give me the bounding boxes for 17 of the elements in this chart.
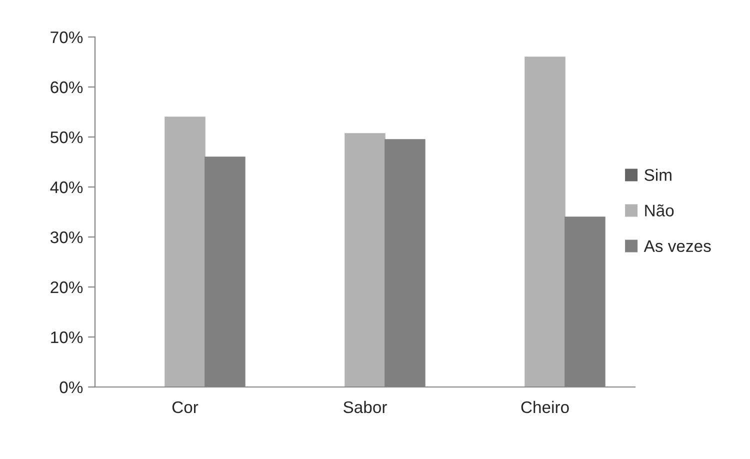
x-tick-label: Cheiro (521, 400, 569, 414)
x-tick-label: Sabor (344, 400, 387, 414)
bar (524, 56, 566, 387)
x-tick-label: Cor (172, 401, 198, 414)
bar (344, 133, 386, 387)
y-tick-label: 50% (50, 131, 83, 144)
y-tick-label: 60% (50, 81, 83, 94)
y-tick-label: 0% (60, 381, 83, 394)
y-tick-label: 30% (50, 231, 83, 244)
legend-label: As vezes (644, 240, 711, 252)
bar (164, 116, 206, 387)
legend-label: Não (645, 204, 674, 216)
legend-label: Sim (644, 168, 672, 181)
y-tick-label: 20% (50, 281, 83, 294)
y-tick-label: 10% (51, 331, 83, 344)
y-tick-label: 70% (50, 31, 83, 44)
y-tick-label: 40% (50, 181, 83, 194)
